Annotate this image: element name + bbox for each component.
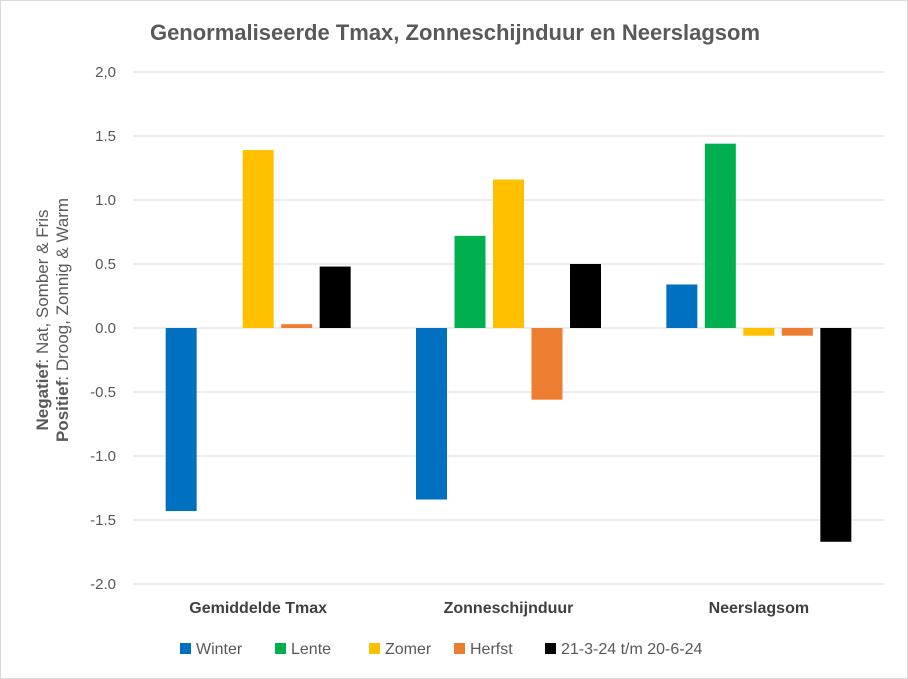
y-axis-ticks: 2,0 1.5 1.0 0.5 0.0 -0.5 -1.0 -1.5 -2.0 <box>90 64 116 593</box>
legend: Winter Lente Zomer Herfst 21-3-24 t/m 20-6-2… <box>180 641 703 658</box>
bar <box>570 264 601 328</box>
y-tick-label: 1.0 <box>95 192 116 209</box>
legend-swatch <box>454 643 465 654</box>
y-axis-label-positief: Positief <box>53 380 72 442</box>
bar <box>242 150 274 328</box>
legend-label: Zomer <box>385 641 432 658</box>
bar <box>454 235 486 328</box>
x-category-label: Gemiddelde Tmax <box>189 600 327 617</box>
y-tick-label: 1.5 <box>95 128 116 145</box>
y-tick-label: -2.0 <box>90 576 116 593</box>
bar <box>704 143 736 328</box>
bar <box>281 324 313 328</box>
legend-swatch <box>545 643 556 654</box>
y-tick-label: 0.0 <box>95 320 116 337</box>
legend-label: Winter <box>196 641 243 658</box>
bar <box>531 328 563 400</box>
y-tick-label: 0.5 <box>95 256 116 273</box>
y-tick-label: 2,0 <box>95 64 116 81</box>
y-axis-label-line2: Positief: Droog, Zonnig & Warm <box>53 198 72 442</box>
bar <box>319 266 351 328</box>
legend-label: Herfst <box>470 641 513 658</box>
legend-swatch <box>369 643 380 654</box>
x-category-label: Zonneschijnduur <box>444 600 574 617</box>
bars <box>165 143 852 542</box>
y-tick-label: -1.5 <box>90 512 116 529</box>
y-axis-label-positief-desc: : Droog, Zonnig & Warm <box>53 198 72 381</box>
legend-swatch <box>180 643 191 654</box>
bar <box>820 328 852 542</box>
x-axis-categories: Gemiddelde Tmax Zonneschijnduur Neerslagso… <box>189 600 809 617</box>
bar <box>666 284 698 328</box>
gridlines <box>133 71 884 585</box>
legend-label: 21-3-24 t/m 20-6-24 <box>561 641 703 658</box>
chart-title: Genormaliseerde Tmax, Zonneschijnduur en… <box>150 20 760 45</box>
bar <box>781 328 813 336</box>
legend-label: Lente <box>291 641 331 658</box>
y-axis-label: Negatief: Nat, Somber & Fris Positief: D… <box>33 198 72 442</box>
bar <box>743 328 775 336</box>
bar <box>416 328 447 500</box>
bar <box>165 328 197 512</box>
legend-swatch <box>275 643 286 654</box>
y-tick-label: -0.5 <box>90 384 116 401</box>
x-category-label: Neerslagsom <box>709 600 810 617</box>
y-tick-label: -1.0 <box>90 448 116 465</box>
y-axis-label-negatief-desc: : Nat, Somber & Fris <box>33 209 52 363</box>
y-axis-label-negatief: Negatief <box>33 363 52 430</box>
bar <box>493 179 524 328</box>
y-axis-label-line1: Negatief: Nat, Somber & Fris <box>33 209 52 430</box>
